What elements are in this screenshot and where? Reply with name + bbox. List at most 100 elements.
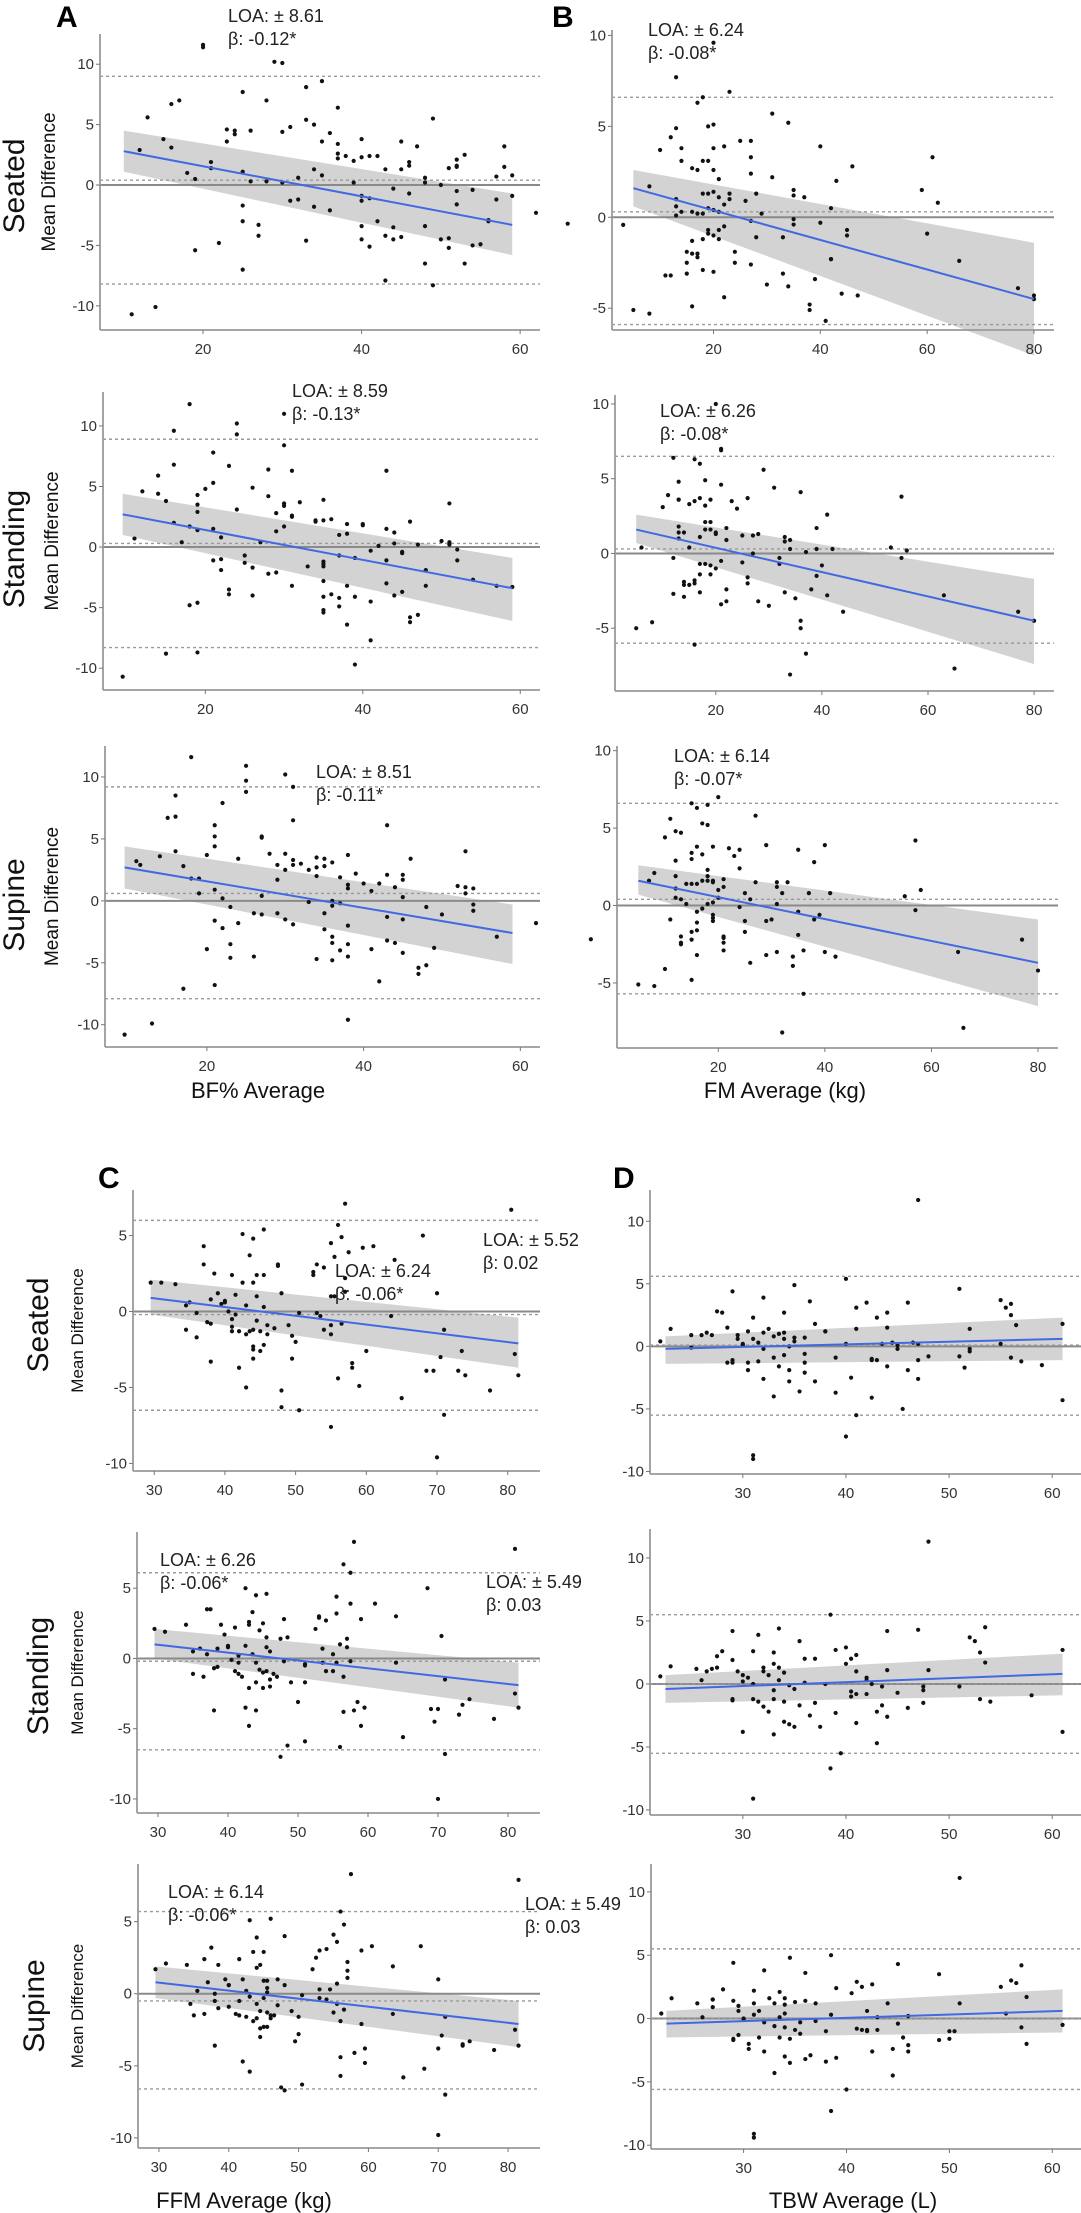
data-point — [781, 1353, 787, 1358]
data-point — [399, 167, 404, 172]
data-point — [400, 950, 405, 955]
data-point — [690, 209, 695, 214]
data-point — [439, 538, 444, 544]
data-point — [222, 1300, 228, 1305]
data-point — [359, 2021, 364, 2027]
data-point — [671, 591, 676, 596]
data-point — [462, 152, 467, 157]
x-tick-label: 20 — [710, 1059, 727, 1076]
data-point — [345, 882, 351, 887]
x-tick-label: 50 — [941, 1826, 958, 1843]
data-point — [731, 1998, 736, 2003]
y-axis-title: Mean Difference — [42, 471, 63, 610]
x-tick-label: 40 — [217, 1482, 234, 1499]
data-point — [895, 1690, 900, 1695]
data-point — [703, 519, 708, 525]
data-point — [1014, 1980, 1019, 1986]
data-point — [709, 1666, 714, 1671]
data-point — [659, 2011, 664, 2016]
data-point — [232, 1668, 238, 1674]
data-point — [921, 1684, 926, 1689]
data-point — [296, 197, 301, 202]
data-point — [345, 1959, 350, 1965]
data-point — [369, 947, 374, 952]
data-point — [678, 897, 684, 902]
data-point — [802, 1360, 807, 1365]
data-point — [636, 982, 641, 987]
data-point — [874, 1315, 879, 1320]
data-point — [899, 555, 904, 561]
data-point — [699, 1333, 704, 1338]
data-point — [341, 1562, 346, 1567]
data-point — [289, 1356, 295, 1361]
beta-annotation: β: -0.08* — [648, 43, 716, 63]
data-point — [275, 1263, 281, 1269]
data-point — [754, 191, 759, 196]
data-point — [833, 1710, 838, 1716]
data-point — [296, 2032, 301, 2037]
data-point — [771, 1650, 776, 1655]
data-point — [776, 1665, 782, 1670]
data-point — [318, 1313, 323, 1319]
y-tick-label: -5 — [114, 1379, 127, 1396]
data-point — [407, 615, 413, 620]
data-point — [272, 2013, 277, 2018]
data-point — [812, 1321, 818, 1326]
data-point — [456, 1712, 462, 1717]
confidence-band — [154, 1628, 519, 1708]
data-point — [321, 497, 326, 502]
x-tick-label: 80 — [1026, 702, 1043, 719]
data-point — [148, 1280, 153, 1285]
data-point — [267, 851, 272, 856]
data-point — [828, 891, 833, 896]
data-point — [634, 626, 639, 631]
data-point — [353, 871, 358, 876]
data-point — [322, 911, 327, 916]
x-tick-label: 60 — [1044, 1826, 1061, 1843]
data-point — [926, 1668, 931, 1673]
data-point — [792, 1999, 798, 2005]
data-point — [639, 545, 644, 550]
data-point — [828, 256, 834, 262]
data-point — [278, 1636, 283, 1641]
data-point — [267, 1649, 273, 1654]
data-point — [392, 885, 398, 890]
data-point — [162, 1629, 168, 1634]
loa-annotation: LOA: ± 6.24 — [335, 1261, 431, 1281]
data-point — [1024, 1994, 1029, 2000]
data-point — [1029, 1693, 1034, 1698]
y-tick-label: 0 — [89, 539, 97, 556]
data-point — [957, 1354, 962, 1359]
data-point — [351, 158, 356, 163]
data-point — [431, 1368, 436, 1373]
data-point — [895, 1346, 900, 1351]
loa-annotation: LOA: ± 6.26 — [660, 401, 756, 421]
data-point — [459, 1348, 464, 1354]
data-point — [890, 2046, 895, 2052]
data-point — [737, 847, 742, 852]
data-point — [463, 885, 468, 890]
x-axis-title: TBW Average (L) — [769, 2188, 937, 2213]
data-point — [183, 1327, 189, 1332]
data-point — [746, 2046, 751, 2052]
beta-annotation: β: 0.02 — [483, 1253, 538, 1273]
data-point — [843, 1276, 849, 1281]
loa-annotation: LOA: ± 8.61 — [228, 6, 324, 26]
data-point — [358, 1723, 364, 1728]
data-point — [297, 1408, 302, 1413]
data-point — [690, 304, 695, 309]
loa-annotation: LOA: ± 5.49 — [486, 1572, 582, 1592]
data-point — [359, 137, 364, 142]
data-point — [1014, 1323, 1019, 1328]
data-point — [695, 255, 700, 260]
x-tick-label: 60 — [512, 701, 529, 718]
data-point — [190, 1671, 196, 1677]
data-point — [345, 954, 351, 959]
data-point — [798, 2031, 803, 2036]
data-point — [864, 1675, 869, 1680]
data-point — [905, 1368, 910, 1373]
data-point — [737, 904, 742, 910]
data-point — [352, 594, 358, 599]
data-point — [731, 1960, 736, 1965]
data-point — [344, 1636, 350, 1641]
